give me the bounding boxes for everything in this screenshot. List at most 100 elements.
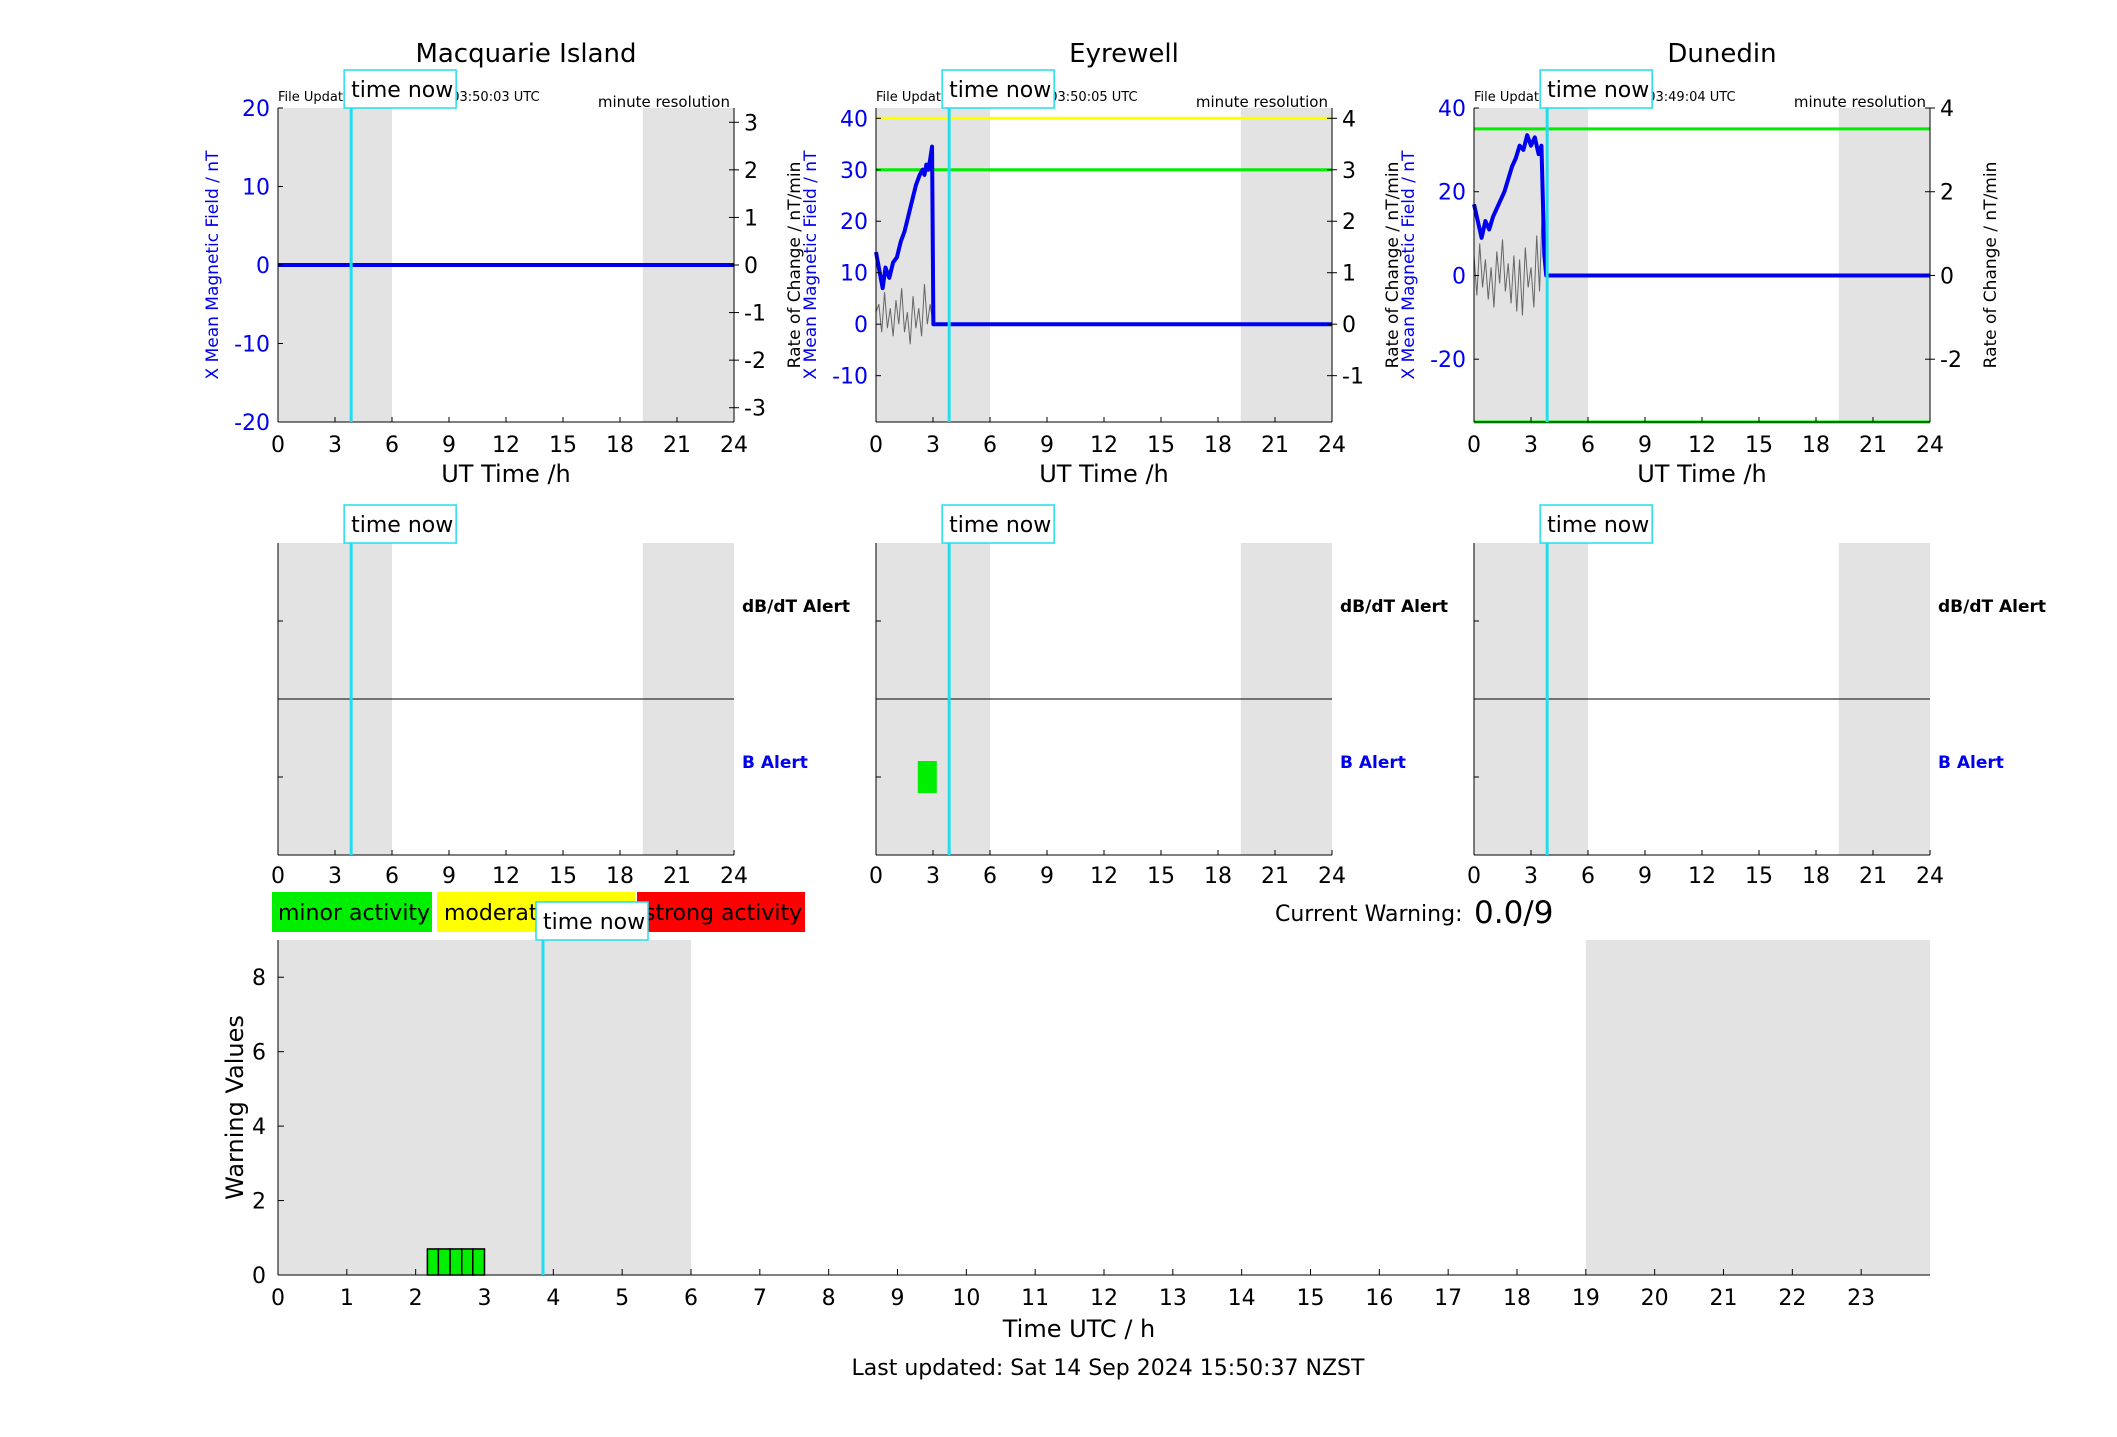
warning-xtick-label: 9 <box>891 1286 905 1311</box>
panel-1-dbdt-alert-label: dB/dT Alert <box>742 597 850 617</box>
panel-2-b-alert-label: B Alert <box>1340 753 1406 773</box>
panel-1-ytick-right-label: -3 <box>744 397 766 422</box>
warning-xtick-label: 2 <box>409 1286 423 1311</box>
warning-xtick-label: 22 <box>1778 1286 1806 1311</box>
panel-3-xtick-label: 24 <box>1916 433 1944 458</box>
panel-3-xtick-label: 3 <box>1524 433 1538 458</box>
panel-1-xtick-label: 18 <box>606 433 634 458</box>
panel-2-ytick-right-label: -1 <box>1342 365 1364 390</box>
panel-1-xtick-label: 3 <box>328 433 342 458</box>
panel-2-ytick-left-label: 0 <box>854 313 868 338</box>
warning-xtick-label: 6 <box>684 1286 698 1311</box>
panel-2-ytick-right-label: 3 <box>1342 159 1356 184</box>
panel-3-night-shade-0 <box>1474 108 1588 422</box>
warning-ytick-label: 8 <box>252 966 266 991</box>
panel-3-alert-xtick-label: 12 <box>1688 864 1716 889</box>
panel-1-resolution: minute resolution <box>598 93 730 111</box>
panel-2-alert-xtick-label: 0 <box>869 864 883 889</box>
panel-2-ylabel-right: Rate of Change / nT/min <box>1383 162 1403 369</box>
current-warning-label: Current Warning: <box>1275 902 1462 927</box>
panel-2-ytick-left-label: -10 <box>832 365 868 390</box>
warning-time-now-box <box>535 901 649 941</box>
current-warning-value: 0.0/9 <box>1474 895 1553 931</box>
warning-xtick-label: 20 <box>1641 1286 1669 1311</box>
panel-2-alert-time-now-box <box>941 504 1055 544</box>
panel-1-ytick-left-label: 20 <box>242 97 270 122</box>
panel-3-xtick-label: 6 <box>1581 433 1595 458</box>
panel-1-xtick-label: 0 <box>271 433 285 458</box>
panel-3-alert-time-now-label: time now <box>1547 513 1649 538</box>
panel-2-ylabel-left: X Mean Magnetic Field / nT <box>801 150 821 380</box>
panel-1-ytick-right-label: 0 <box>744 254 758 279</box>
panel-1-alert-xtick-label: 12 <box>492 864 520 889</box>
warning-xtick-label: 23 <box>1847 1286 1875 1311</box>
panel-3-night-shade-1 <box>1838 108 1930 422</box>
warning-bar <box>472 1248 486 1276</box>
panel-1-alert-xtick-label: 24 <box>720 864 748 889</box>
panel-2-ytick-left-label: 20 <box>840 210 868 235</box>
panel-3-xtick-label: 21 <box>1859 433 1887 458</box>
current-warning: Current Warning: 0.0/9 <box>1275 895 1553 931</box>
panel-1-xtick-label: 9 <box>442 433 456 458</box>
panel-1-ytick-left-label: 0 <box>256 254 270 279</box>
panel-1-xtick-label: 15 <box>549 433 577 458</box>
panel-2-xtick-label: 9 <box>1040 433 1054 458</box>
panel-2-alert-plot: dB/dT Alert B Alert 0 3 6 9 12 15 18 21 24 time now <box>869 504 1448 889</box>
legend-minor-swatch <box>272 892 432 932</box>
panel-2-xtick-label: 21 <box>1261 433 1289 458</box>
warning-ytick-label: 6 <box>252 1041 266 1066</box>
warning-ytick-label: 0 <box>252 1264 266 1289</box>
panel-3-xtick-label: 18 <box>1802 433 1830 458</box>
panel-2-xtick-label: 24 <box>1318 433 1346 458</box>
alert-panels: dB/dT Alert B Alert 0 3 6 9 12 15 18 21 24 time now… <box>271 504 2046 889</box>
warning-bar <box>449 1248 463 1276</box>
warning-xtick-label: 0 <box>271 1286 285 1311</box>
panel-2-dbdt-alert-label: dB/dT Alert <box>1340 597 1448 617</box>
panel-1-xtick-label: 12 <box>492 433 520 458</box>
panel-2-ytick-left-label: 30 <box>840 159 868 184</box>
panel-2-field-series <box>874 144 1332 327</box>
panel-1-alert-time-now-box <box>343 504 457 544</box>
panel-3-field-time-now-box <box>1539 69 1653 109</box>
panel-2-xtick-label: 3 <box>926 433 940 458</box>
panel-2-alert-xtick-label: 24 <box>1318 864 1346 889</box>
warning-xtick-label: 11 <box>1021 1286 1049 1311</box>
panel-2-xtick-label: 12 <box>1090 433 1118 458</box>
panel-3-field-time-now-label: time now <box>1547 78 1649 103</box>
panel-3-ytick-right-label: -2 <box>1940 348 1962 373</box>
panel-1-ytick-left-label: 10 <box>242 176 270 201</box>
warning-xtick-label: 17 <box>1434 1286 1462 1311</box>
panel-3-ytick-right-label: 4 <box>1940 97 1954 122</box>
warning-xtick-label: 4 <box>546 1286 560 1311</box>
panel-2-alert-xtick-label: 6 <box>983 864 997 889</box>
panel-2-xlabel: UT Time /h <box>1039 460 1169 488</box>
panel-2-xtick-label: 18 <box>1204 433 1232 458</box>
panel-2-ytick-left-label: 10 <box>840 262 868 287</box>
panel-2-xtick-label: 0 <box>869 433 883 458</box>
panel-2-alert-xtick-label: 12 <box>1090 864 1118 889</box>
panel-1-ytick-right-label: 2 <box>744 159 758 184</box>
panel-3-xtick-label: 12 <box>1688 433 1716 458</box>
warning-xtick-label: 15 <box>1297 1286 1325 1311</box>
panel-1-field-time-now-label: time now <box>351 78 453 103</box>
panel-3-ytick-left-label: 20 <box>1438 181 1466 206</box>
panel-3-alert-xtick-label: 3 <box>1524 864 1538 889</box>
panel-2-ytick-right-label: 1 <box>1342 262 1356 287</box>
panel-1-ytick-left-label: -10 <box>234 333 270 358</box>
warning-xtick-label: 18 <box>1503 1286 1531 1311</box>
warning-bar <box>437 1248 451 1276</box>
panel-3-b-alert-label: B Alert <box>1938 753 2004 773</box>
warning-xtick-label: 14 <box>1228 1286 1256 1311</box>
panel-2-station-title: Eyrewell <box>1069 39 1179 69</box>
panel-3-alert-xtick-label: 18 <box>1802 864 1830 889</box>
panel-2-alert-xtick-label: 18 <box>1204 864 1232 889</box>
warning-xtick-label: 21 <box>1710 1286 1738 1311</box>
warning-night-shade-1 <box>1585 940 1930 1275</box>
legend-strong-label: strong activity <box>644 901 802 926</box>
legend-minor-label: minor activity <box>278 901 430 926</box>
warning-xtick-label: 16 <box>1365 1286 1393 1311</box>
panel-3-ytick-left-label: 0 <box>1452 264 1466 289</box>
panel-1-alert-xtick-label: 0 <box>271 864 285 889</box>
warning-xtick-label: 7 <box>753 1286 767 1311</box>
